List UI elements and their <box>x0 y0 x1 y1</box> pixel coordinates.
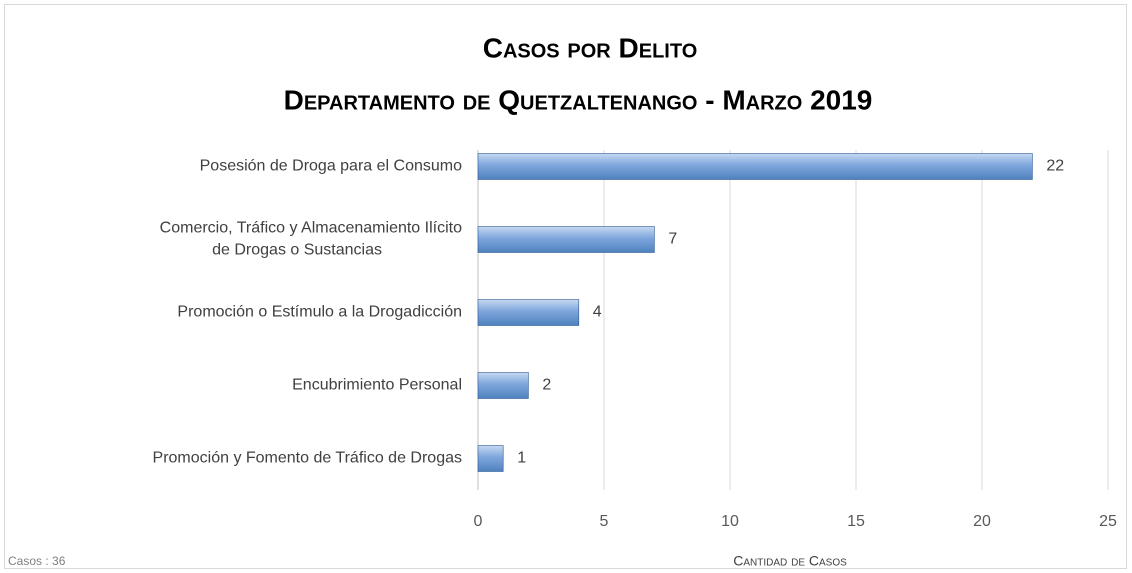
bar <box>477 372 529 399</box>
bar <box>477 299 580 326</box>
data-label: 2 <box>542 377 551 394</box>
chart-border <box>4 4 1127 569</box>
y-tick-label: Encubrimiento Personal <box>292 377 462 394</box>
x-tick-label: 25 <box>1099 513 1117 530</box>
y-tick-label: Posesión de Droga para el Consumo <box>200 158 462 175</box>
bar <box>477 153 1033 180</box>
x-tick-label: 0 <box>474 513 483 530</box>
data-label: 22 <box>1046 158 1064 175</box>
x-tick-label: 10 <box>721 513 739 530</box>
y-tick-label: Promoción o Estímulo a la Drogadicción <box>177 304 462 321</box>
chart-title: Casos por Delito <box>483 32 698 63</box>
y-tick-label: Promoción y Fomento de Tráfico de Drogas <box>153 450 462 467</box>
x-tick-label: 20 <box>973 513 991 530</box>
data-label: 1 <box>517 450 526 467</box>
x-tick-label: 5 <box>600 513 609 530</box>
x-axis-label: Cantidad de Casos <box>733 553 847 569</box>
y-tick-label: Comercio, Tráfico y Almacenamiento Ilíci… <box>160 220 462 259</box>
bar <box>477 445 504 472</box>
data-label: 7 <box>668 231 677 248</box>
x-tick-label: 15 <box>847 513 865 530</box>
data-label: 4 <box>593 304 602 321</box>
note: Casos : 36 <box>8 554 66 568</box>
bar <box>477 226 655 253</box>
chart-subtitle: Departamento de Quetzaltenango - Marzo 2… <box>284 84 873 115</box>
